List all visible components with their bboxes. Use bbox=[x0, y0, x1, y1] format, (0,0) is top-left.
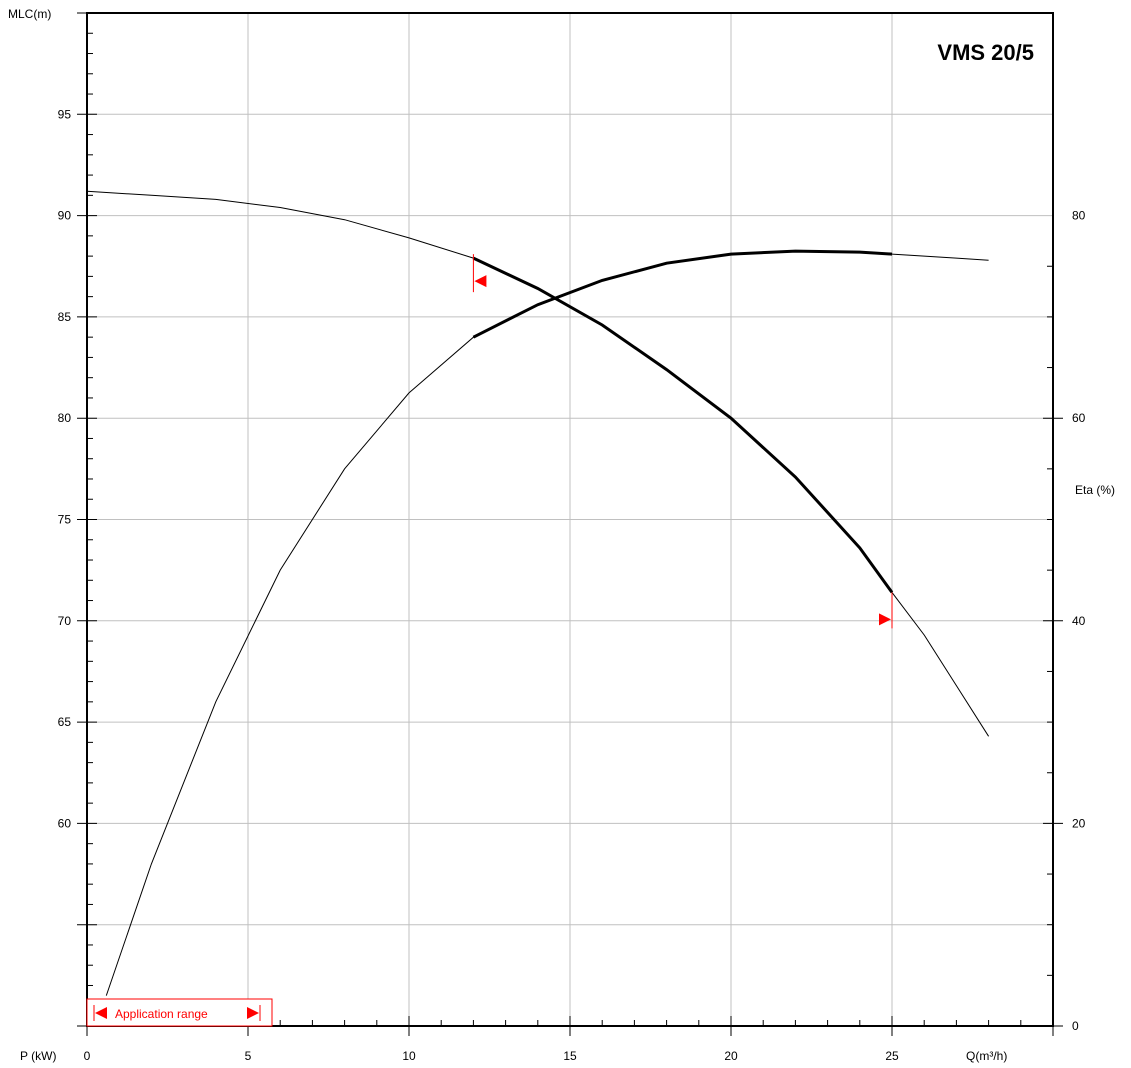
y-right-tick-label: 20 bbox=[1072, 816, 1086, 830]
y-left-tick-label: 75 bbox=[58, 513, 72, 527]
range-min-arrow-icon bbox=[474, 275, 487, 288]
curves bbox=[86, 190, 990, 996]
efficiency-curve-operating-segment bbox=[472, 249, 893, 339]
efficiency-curve bbox=[105, 250, 989, 996]
legend-left-arrow-icon bbox=[95, 1007, 107, 1019]
y-left-tick-label: 95 bbox=[58, 107, 72, 121]
y-right-tick-label: 0 bbox=[1072, 1019, 1079, 1033]
plot-frame bbox=[86, 12, 1054, 1027]
y-left-axis-label: MLC(m) bbox=[8, 7, 51, 21]
x-tick-label: 15 bbox=[563, 1049, 577, 1063]
tick-labels: 60 65 70 75 80 85 90 95 0 20 40 60 80 0 5 10 15 20 25 bbox=[58, 107, 1086, 1063]
application-range-legend: Application range bbox=[86, 998, 273, 1027]
y-left-tick-label: 60 bbox=[58, 816, 72, 830]
legend-right-arrow-icon bbox=[247, 1007, 259, 1019]
head-curve bbox=[86, 190, 990, 737]
y-left-tick-label: 70 bbox=[58, 614, 72, 628]
x-tick-label: 5 bbox=[245, 1049, 252, 1063]
legend-box bbox=[86, 998, 273, 1027]
y-right-axis-label: Eta (%) bbox=[1075, 483, 1115, 497]
range-max-arrow-icon bbox=[879, 613, 891, 626]
y-right-tick-label: 80 bbox=[1072, 209, 1086, 223]
y-right-tick-label: 40 bbox=[1072, 614, 1086, 628]
power-axis-label: P (kW) bbox=[20, 1049, 56, 1063]
y-left-tick-label: 90 bbox=[58, 209, 72, 223]
x-axis-label: Q(m³/h) bbox=[966, 1049, 1007, 1063]
x-tick-label: 10 bbox=[402, 1049, 416, 1063]
y-left-tick-label: 85 bbox=[58, 310, 72, 324]
y-left-tick-label: 65 bbox=[58, 715, 72, 729]
range-markers bbox=[472, 254, 893, 629]
x-tick-label: 20 bbox=[724, 1049, 738, 1063]
x-tick-label: 25 bbox=[885, 1049, 899, 1063]
head-curve-operating-segment bbox=[472, 256, 894, 594]
y-left-tick-label: 80 bbox=[58, 411, 72, 425]
chart-title: VMS 20/5 bbox=[937, 40, 1034, 65]
x-tick-label: 0 bbox=[84, 1049, 91, 1063]
y-right-tick-label: 60 bbox=[1072, 411, 1086, 425]
legend-label: Application range bbox=[115, 1007, 208, 1021]
grid-lines bbox=[87, 13, 1054, 1026]
